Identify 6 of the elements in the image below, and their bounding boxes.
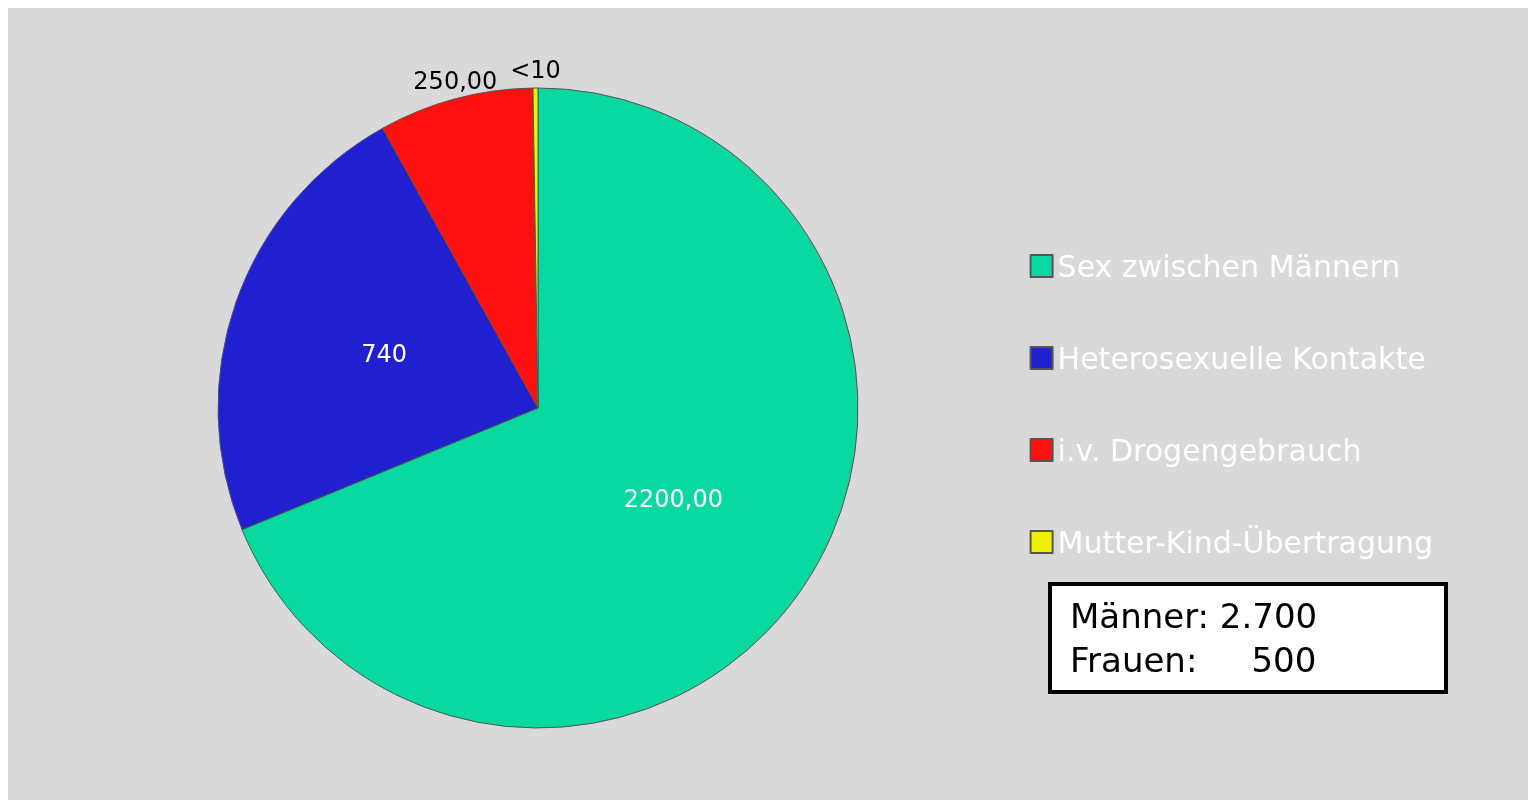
data-label: <10 [510,56,561,85]
data-label: 250,00 [413,66,498,95]
text: Frauen: 500 [1070,639,1318,682]
data-label: 2200,00 [623,484,724,513]
data-label: 740 [361,340,408,369]
text: Männer: 2.700 [1070,595,1319,638]
